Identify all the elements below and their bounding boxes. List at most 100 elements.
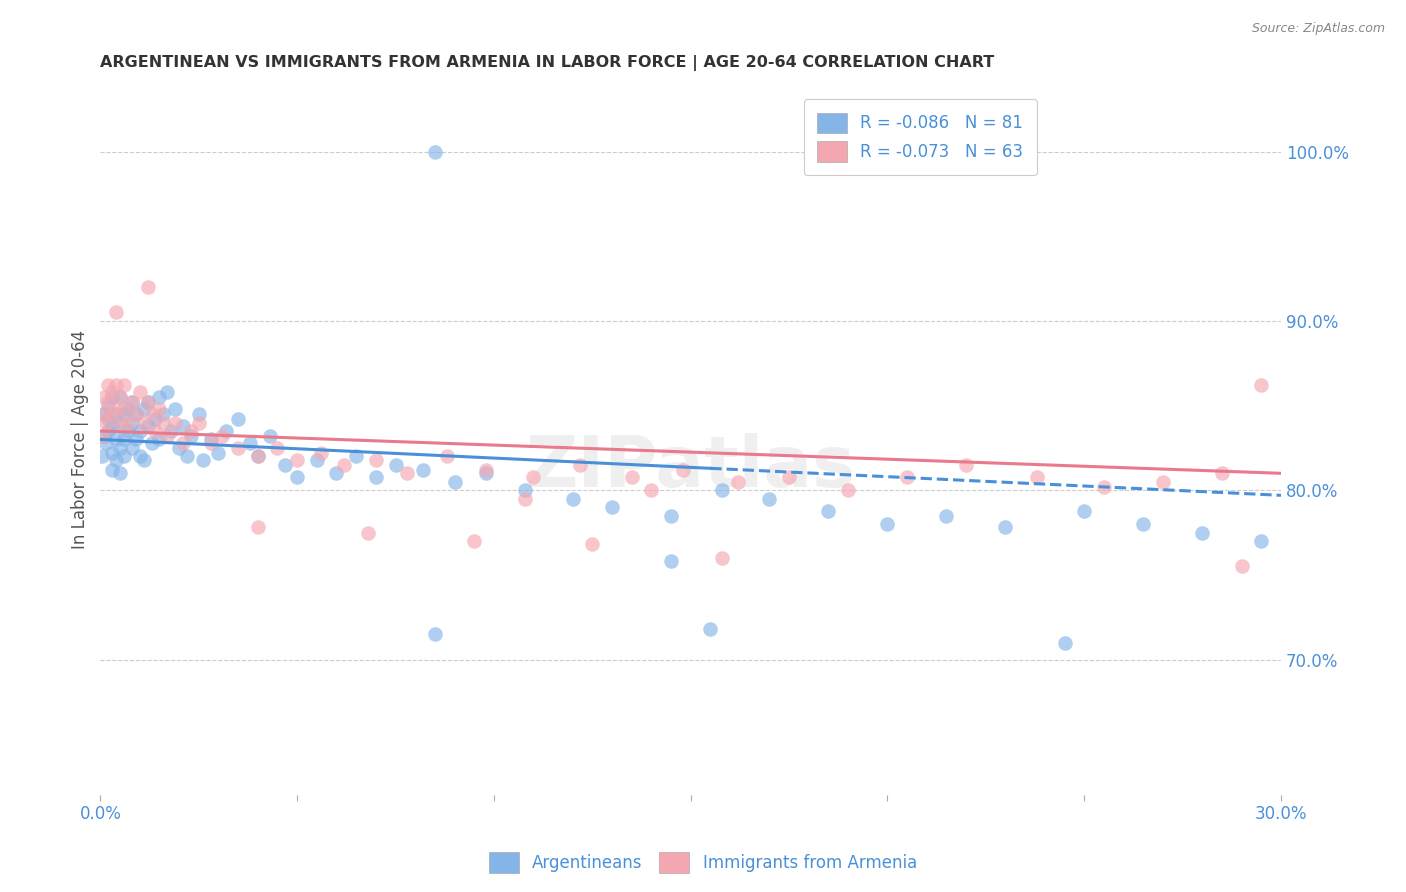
Point <box>515 491 537 506</box>
Point <box>141 435 163 450</box>
Point <box>112 401 135 416</box>
Point <box>112 378 135 392</box>
Point <box>93 407 115 421</box>
Text: ARGENTINEAN VS IMMIGRANTS FROM ARMENIA IN LABOR FORCE | AGE 20-64 CORRELATION CH: ARGENTINEAN VS IMMIGRANTS FROM ARMENIA I… <box>100 55 994 71</box>
Point <box>1230 559 1253 574</box>
Point <box>97 399 120 413</box>
Point <box>108 390 131 404</box>
Point <box>285 452 308 467</box>
Point <box>364 469 387 483</box>
Point <box>108 467 131 481</box>
Point <box>121 395 143 409</box>
Text: ZIPatlas: ZIPatlas <box>526 434 856 502</box>
Point <box>96 435 118 450</box>
Point <box>112 433 135 447</box>
Point <box>1152 475 1174 489</box>
Point <box>128 450 150 464</box>
Point <box>105 401 128 416</box>
Point <box>475 467 498 481</box>
Point <box>659 508 682 523</box>
Point <box>412 463 434 477</box>
Point <box>758 491 780 506</box>
Point <box>156 384 179 399</box>
Point <box>108 441 131 455</box>
Point <box>148 433 170 447</box>
Point <box>152 416 174 430</box>
Point <box>132 452 155 467</box>
Point <box>112 450 135 464</box>
Point <box>640 483 662 498</box>
Point <box>187 407 209 421</box>
Point <box>896 469 918 483</box>
Point <box>215 424 238 438</box>
Point <box>148 401 170 416</box>
Point <box>108 416 131 430</box>
Point <box>333 458 356 472</box>
Point <box>423 627 446 641</box>
Point <box>226 412 249 426</box>
Point <box>837 483 859 498</box>
Point <box>160 424 183 438</box>
Point <box>105 433 128 447</box>
Point <box>246 450 269 464</box>
Point <box>259 429 281 443</box>
Point <box>423 145 446 159</box>
Point <box>239 435 262 450</box>
Point <box>569 458 592 472</box>
Point <box>108 416 131 430</box>
Point <box>148 390 170 404</box>
Point <box>309 446 332 460</box>
Point <box>817 503 839 517</box>
Point <box>1191 525 1213 540</box>
Point <box>136 395 159 409</box>
Point <box>325 467 347 481</box>
Point <box>600 500 623 515</box>
Point <box>266 441 288 455</box>
Point <box>856 145 879 159</box>
Point <box>935 508 957 523</box>
Point <box>226 441 249 455</box>
Point <box>136 280 159 294</box>
Text: Source: ZipAtlas.com: Source: ZipAtlas.com <box>1251 22 1385 36</box>
Legend: R = -0.086   N = 81, R = -0.073   N = 63: R = -0.086 N = 81, R = -0.073 N = 63 <box>803 99 1036 175</box>
Point <box>659 554 682 568</box>
Point <box>344 450 367 464</box>
Point <box>105 407 128 421</box>
Point <box>145 412 167 426</box>
Point <box>93 390 115 404</box>
Point <box>165 416 187 430</box>
Point <box>101 390 124 404</box>
Point <box>112 407 135 421</box>
Point <box>699 622 721 636</box>
Point <box>711 483 734 498</box>
Point <box>121 395 143 409</box>
Point <box>620 469 643 483</box>
Point <box>357 525 380 540</box>
Point <box>1026 469 1049 483</box>
Legend: Argentineans, Immigrants from Armenia: Argentineans, Immigrants from Armenia <box>482 846 924 880</box>
Point <box>101 407 124 421</box>
Point <box>955 458 977 472</box>
Point <box>187 416 209 430</box>
Point <box>1092 480 1115 494</box>
Point <box>156 429 179 443</box>
Y-axis label: In Labor Force | Age 20-64: In Labor Force | Age 20-64 <box>72 330 89 549</box>
Point <box>672 463 695 477</box>
Point <box>108 390 131 404</box>
Point <box>172 435 194 450</box>
Point <box>1053 635 1076 649</box>
Point <box>125 407 148 421</box>
Point <box>97 378 120 392</box>
Point <box>711 551 734 566</box>
Point <box>132 416 155 430</box>
Point <box>167 441 190 455</box>
Point <box>176 450 198 464</box>
Point <box>172 418 194 433</box>
Point <box>105 305 128 319</box>
Point <box>101 384 124 399</box>
Point <box>443 475 465 489</box>
Point <box>727 475 749 489</box>
Point <box>396 467 419 481</box>
Point <box>101 418 124 433</box>
Point <box>384 458 406 472</box>
